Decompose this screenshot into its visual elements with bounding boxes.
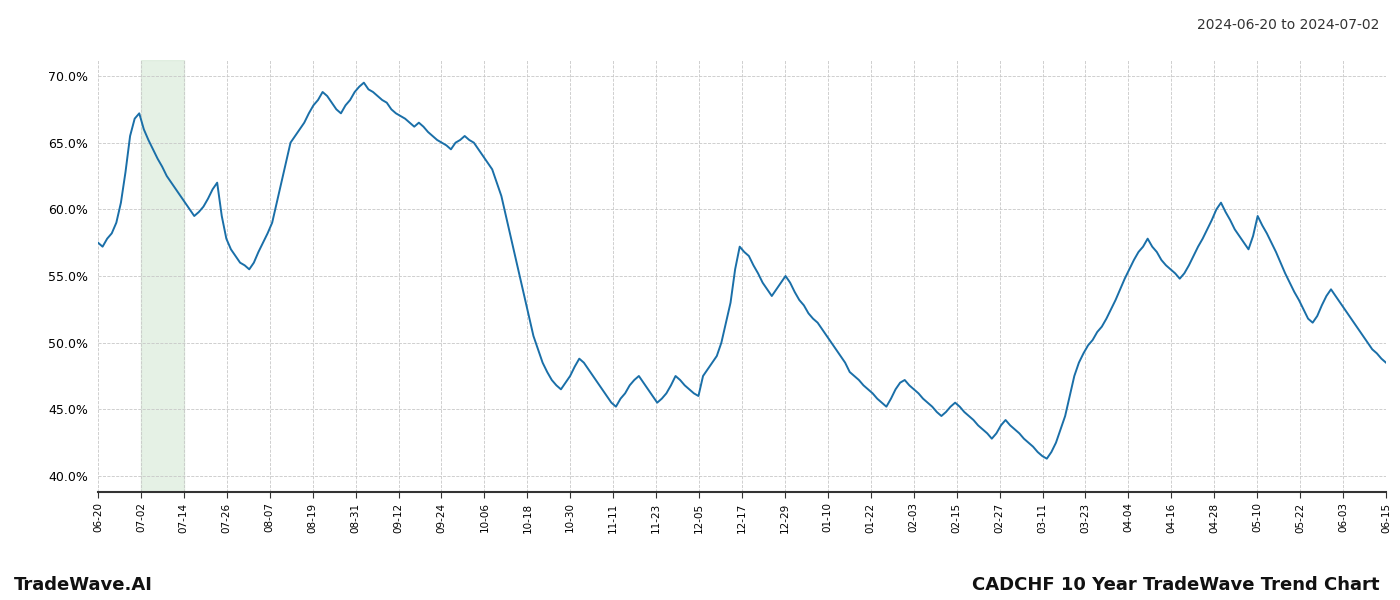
Text: 2024-06-20 to 2024-07-02: 2024-06-20 to 2024-07-02: [1197, 18, 1379, 32]
Bar: [141, 60, 183, 492]
Text: TradeWave.AI: TradeWave.AI: [14, 576, 153, 594]
Text: CADCHF 10 Year TradeWave Trend Chart: CADCHF 10 Year TradeWave Trend Chart: [972, 576, 1379, 594]
